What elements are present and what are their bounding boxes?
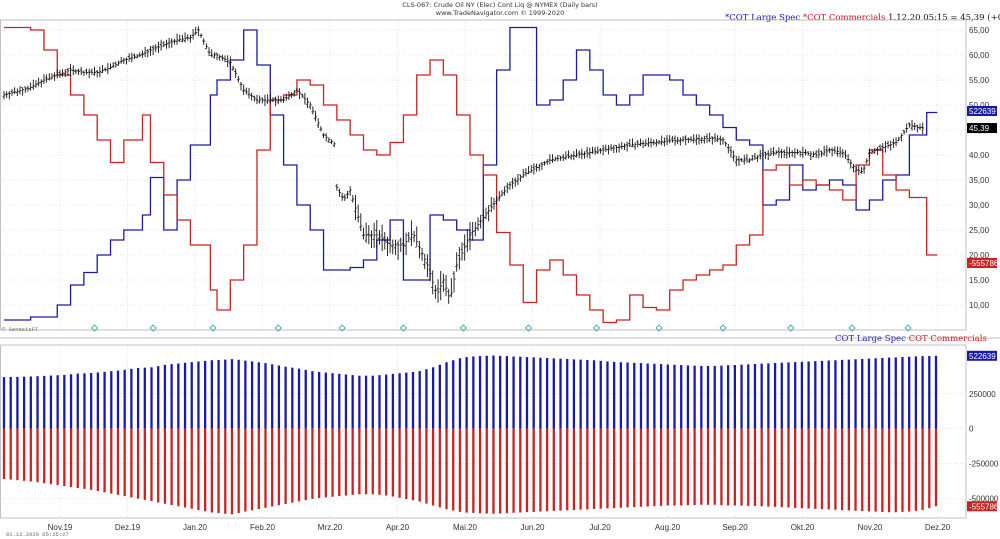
diamond-marker <box>848 324 856 332</box>
x-month-label: Jun.20 <box>520 523 545 532</box>
top-commercials-tag: -555786 <box>969 259 999 268</box>
diamond-marker <box>787 324 795 332</box>
diamond-marker <box>459 324 467 332</box>
x-month-label: Aug.20 <box>655 523 681 532</box>
bottom-y-tick-label: 0 <box>969 425 974 434</box>
x-month-label: Mrz.20 <box>318 523 343 532</box>
y-tick-label: 60,00 <box>969 51 990 60</box>
y-tick-label: 65,00 <box>969 26 990 35</box>
last-price-tag-bg <box>967 123 997 134</box>
y-tick-label: 40,00 <box>969 151 990 160</box>
line-panel <box>4 26 938 324</box>
x-month-label: Sep.20 <box>722 523 748 532</box>
bottom-commercials-tag-bg <box>967 501 997 512</box>
y-tick-label: 25,00 <box>969 226 990 235</box>
diamond-marker <box>90 324 99 332</box>
commercials-line <box>4 26 938 324</box>
legend-large-spec: *COT Large Spec <box>725 13 801 23</box>
y-tick-label: 55,00 <box>969 76 990 85</box>
x-month-label: Mai.20 <box>453 523 478 532</box>
top-large-spec-tag-bg <box>967 106 997 116</box>
diamond-marker <box>338 324 346 332</box>
bottom-large-spec-tag-bg <box>967 350 997 361</box>
diamond-markers <box>90 324 912 332</box>
diamond-marker <box>209 324 217 332</box>
watermark: © GenesisFT <box>2 326 39 333</box>
top-large-spec-tag: 522639 <box>969 107 996 116</box>
diamond-marker <box>149 324 157 332</box>
large-spec-line <box>4 26 938 321</box>
x-month-label: Jan.20 <box>183 523 208 532</box>
x-month-label: Okt.20 <box>791 523 815 532</box>
y-tick-label: 30,00 <box>969 201 990 210</box>
bottom-y-tick-label: 250000 <box>969 390 996 399</box>
x-month-label: Dez.19 <box>115 523 141 532</box>
y-tick-label: 35,00 <box>969 176 990 185</box>
x-month-label: Dez.20 <box>925 523 951 532</box>
x-month-label: Apr.20 <box>386 523 410 532</box>
x-month-label: Nov.19 <box>48 523 73 532</box>
diamond-marker <box>904 324 912 332</box>
diamond-marker <box>274 324 282 332</box>
diamond-marker <box>525 324 533 332</box>
bar-panel <box>2 355 938 515</box>
chart-subtitle: www.TradeNavigator.com © 1999-2020 <box>435 9 565 17</box>
bottom-commercials-tag: -555786 <box>969 502 999 511</box>
x-month-label: Jul.20 <box>589 523 611 532</box>
diamond-marker <box>719 324 727 332</box>
x-month-label: Nov.20 <box>858 523 883 532</box>
legend-commercials: *COT Commercials <box>802 13 886 23</box>
y-tick-label: 10,00 <box>969 301 990 310</box>
diamond-marker <box>399 324 407 332</box>
diamond-marker <box>592 324 601 332</box>
top-panel-frame <box>0 19 967 331</box>
bottom-legend: COT Large Spec COT Commercials <box>835 334 987 344</box>
diamond-marker <box>655 324 663 332</box>
top-legend: *COT Large Spec *COT Commercials 1.12.20… <box>725 13 1000 23</box>
bottom-y-tick-label: -250000 <box>969 460 999 469</box>
price-readout: 1.12.20 05:15 = 45,39 (+0,05) <box>888 13 1000 23</box>
axes: 65,0060,0055,0050,0045,0040,0035,0030,00… <box>48 26 999 532</box>
y-tick-label: 15,00 <box>969 276 990 285</box>
footer-timestamp: 01.12.2020 05:25:27 <box>6 531 69 538</box>
last-price-tag: 45,39 <box>969 124 990 133</box>
bottom-panel-frame <box>0 344 967 519</box>
x-month-label: Feb.20 <box>250 523 275 532</box>
bottom-legend-large-spec: COT Large Spec <box>835 334 906 344</box>
price-bars <box>2 26 925 304</box>
y-tick-label: 50,00 <box>969 101 990 110</box>
bottom-legend-commercials: COT Commercials <box>908 334 987 344</box>
bottom-y-tick-label: -500000 <box>969 494 999 503</box>
top-commercials-tag-bg <box>967 258 997 268</box>
chart-title: CLS-067: Crude Oil NY (Elec) Cont Liq @ … <box>402 1 598 9</box>
bottom-large-spec-tag: 522639 <box>969 352 996 361</box>
y-tick-label: 20,00 <box>969 251 990 260</box>
